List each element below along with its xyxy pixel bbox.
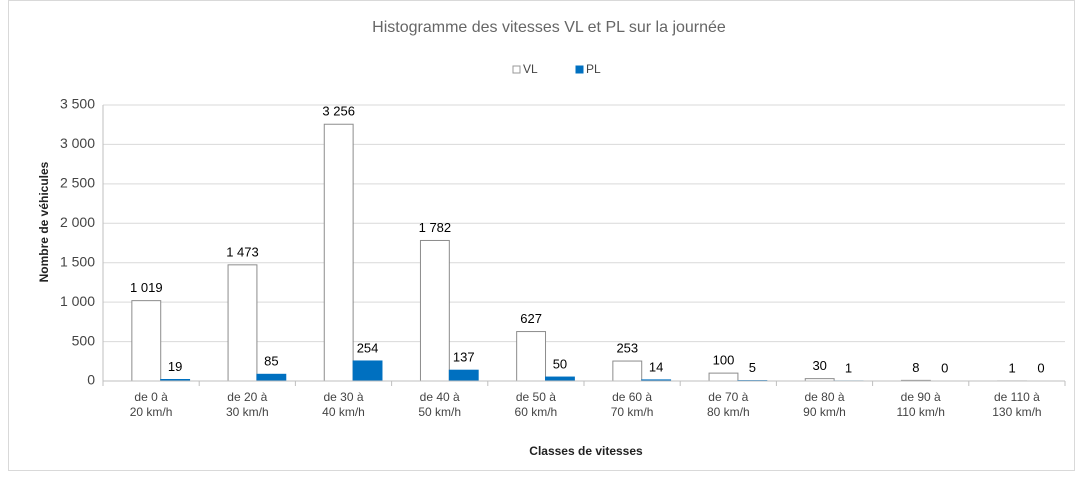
- legend-swatch: [512, 65, 521, 74]
- value-label: 137: [453, 350, 475, 365]
- value-label: 627: [520, 311, 542, 326]
- chart-border: [8, 0, 1075, 471]
- value-label: 5: [749, 360, 756, 375]
- bar: [256, 373, 287, 382]
- y-tick-label: 1 500: [60, 253, 95, 269]
- x-tick-label: de 90 à 110 km/h: [896, 390, 944, 419]
- chart-title: Histogramme des vitesses VL et PL sur la…: [372, 19, 726, 36]
- x-axis-label: Classes de vitesses: [529, 444, 643, 458]
- value-label: 30: [812, 358, 826, 373]
- value-label: 14: [649, 359, 663, 374]
- bar: [708, 372, 739, 382]
- value-label: 3 256: [322, 104, 355, 119]
- bar: [612, 360, 643, 382]
- bar: [352, 360, 383, 382]
- y-axis-label: Nombre de véhicules: [37, 161, 51, 282]
- bar: [448, 369, 479, 382]
- value-label: 85: [264, 354, 278, 369]
- value-label: 8: [912, 360, 919, 375]
- x-tick-label: de 80 à 90 km/h: [803, 390, 846, 419]
- value-label: 0: [941, 360, 948, 375]
- value-label: 19: [168, 359, 182, 374]
- bar: [516, 331, 547, 382]
- value-label: 0: [1037, 360, 1044, 375]
- value-label: 253: [616, 340, 638, 355]
- x-tick-label: de 60 à 70 km/h: [611, 390, 654, 419]
- legend-label: PL: [586, 62, 601, 76]
- bar: [323, 123, 354, 382]
- bar: [545, 376, 575, 382]
- y-tick-label: 0: [87, 372, 95, 388]
- x-tick-label: de 110 à 130 km/h: [992, 390, 1041, 419]
- y-tick-label: 500: [72, 332, 96, 348]
- y-tick-label: 2 000: [60, 214, 95, 230]
- legend-swatch: [575, 65, 584, 74]
- x-tick-label: de 50 à 60 km/h: [515, 390, 558, 419]
- x-tick-label: de 30 à 40 km/h: [322, 390, 365, 419]
- value-label: 254: [357, 340, 379, 355]
- x-tick-label: de 70 à 80 km/h: [707, 390, 750, 419]
- y-tick-label: 2 500: [60, 175, 95, 191]
- value-label: 1 473: [226, 244, 259, 259]
- y-tick-label: 3 000: [60, 135, 95, 151]
- value-label: 50: [553, 356, 567, 371]
- y-tick-label: 3 500: [60, 96, 95, 112]
- y-tick-label: 1 000: [60, 293, 95, 309]
- value-label: 1 782: [419, 220, 452, 235]
- value-label: 1 019: [130, 280, 163, 295]
- legend-label: VL: [523, 62, 538, 76]
- x-tick-label: de 20 à 30 km/h: [226, 390, 269, 419]
- bar: [419, 239, 450, 382]
- x-tick-label: de 40 à 50 km/h: [418, 390, 461, 419]
- bar: [131, 300, 162, 382]
- value-label: 100: [713, 353, 735, 368]
- x-tick-label: de 0 à 20 km/h: [130, 390, 173, 419]
- value-label: 1: [1008, 360, 1015, 375]
- bar: [227, 264, 258, 382]
- value-label: 1: [845, 360, 852, 375]
